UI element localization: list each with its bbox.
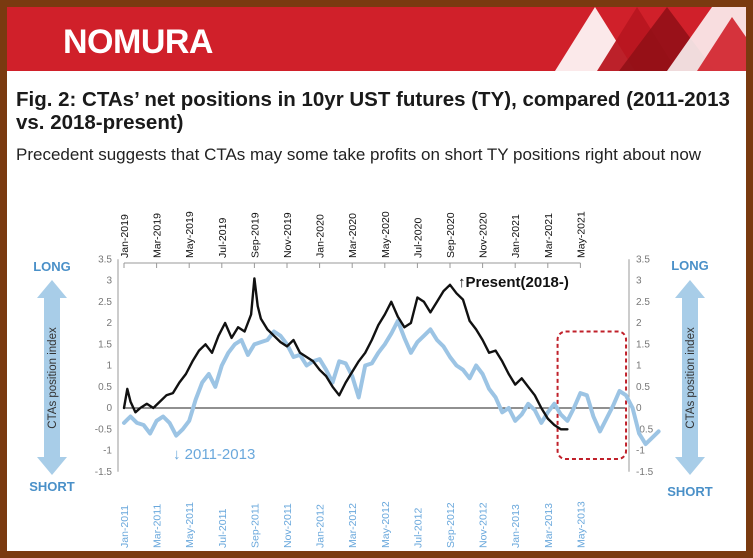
left-short-label: SHORT [29, 479, 75, 494]
bottom-x-tick-label: Jul-2011 [217, 508, 229, 548]
bottom-x-tick-label: May-2011 [184, 502, 196, 548]
header-banner: NOMURA [7, 7, 746, 71]
y-tick-label-right: 0 [636, 403, 642, 414]
bottom-x-tick-label: Mar-2012 [347, 503, 359, 548]
right-long-short-arrow [675, 280, 705, 475]
bottom-x-tick-label: May-2012 [380, 501, 392, 548]
y-tick-label-right: 2.5 [636, 297, 650, 308]
bottom-x-tick-label: Jan-2013 [510, 504, 522, 548]
bottom-x-tick-label: Jul-2012 [412, 508, 424, 548]
y-tick-label-left: 2.5 [98, 297, 112, 308]
top-x-tick-label: Mar-2019 [152, 213, 164, 258]
bottom-x-tick-label: Jan-2011 [119, 505, 131, 548]
y-tick-label-left: 0.5 [98, 382, 112, 393]
right-short-label: SHORT [667, 484, 713, 499]
top-x-tick-label: Jul-2020 [412, 218, 424, 258]
y-tick-label-left: -1 [103, 446, 112, 457]
top-x-tick-label: Jan-2020 [315, 214, 327, 258]
y-tick-label-right: -1 [636, 446, 645, 457]
top-x-tick-label: Sep-2019 [249, 212, 261, 258]
right-axis-label: CTAs position index [685, 327, 697, 429]
y-tick-label-right: -0.5 [636, 424, 654, 435]
top-x-tick-label: Mar-2020 [347, 213, 359, 258]
y-tick-label-left: 1.5 [98, 339, 112, 350]
y-tick-label-right: 1.5 [636, 339, 650, 350]
bottom-x-tick-label: May-2013 [575, 501, 587, 548]
top-x-tick-label: Jan-2019 [119, 214, 131, 258]
top-x-tick-label: May-2021 [575, 211, 587, 258]
nomura-logo: NOMURA [63, 23, 213, 61]
top-x-tick-label: Nov-2020 [478, 212, 490, 258]
top-x-tick-label: Sep-2020 [445, 212, 457, 258]
y-tick-label-right: 3 [636, 276, 642, 287]
y-tick-label-left: 3.5 [98, 254, 112, 265]
present-series-label: ↑Present(2018-) [458, 274, 569, 291]
y-tick-label-left: -0.5 [95, 424, 113, 435]
y-tick-label-left: 1 [106, 361, 112, 372]
y-tick-label-left: 2 [106, 318, 112, 329]
y-tick-label-right: 1 [636, 361, 642, 372]
bottom-x-tick-label: Sep-2012 [445, 502, 457, 548]
y-tick-label-left: -1.5 [95, 467, 113, 478]
bottom-x-tick-label: Mar-2013 [543, 503, 555, 548]
figure-subtitle: Precedent suggests that CTAs may some ta… [16, 145, 702, 164]
y-tick-label-right: 3.5 [636, 254, 650, 265]
bottom-x-tick-label: Nov-2012 [478, 502, 490, 548]
figure-title: Fig. 2: CTAs’ net positions in 10yr UST … [16, 88, 730, 134]
top-x-tick-label: Jul-2019 [217, 218, 229, 258]
left-long-short-arrow [37, 280, 67, 475]
y-tick-label-right: 2 [636, 318, 642, 329]
series-line-present [122, 277, 569, 431]
right-long-label: LONG [671, 258, 709, 273]
top-x-tick-label: May-2019 [184, 211, 196, 258]
y-tick-label-left: 0 [106, 403, 112, 414]
series-line-2011-2013 [122, 318, 661, 447]
top-x-tick-label: May-2020 [380, 211, 392, 258]
left-axis-label: CTAs position index [47, 327, 59, 429]
bottom-x-tick-label: Sep-2011 [249, 503, 261, 548]
bottom-x-tick-label: Nov-2011 [282, 503, 294, 548]
old-series-label: ↓ 2011-2013 [173, 446, 255, 463]
y-tick-label-right: -1.5 [636, 467, 654, 478]
left-long-label: LONG [33, 259, 71, 274]
top-x-tick-label: Jan-2021 [510, 214, 522, 258]
banner-graphic [555, 7, 746, 71]
bottom-x-tick-label: Mar-2011 [152, 504, 164, 548]
y-tick-label-left: 3 [106, 276, 112, 287]
bottom-x-tick-label: Jan-2012 [315, 504, 327, 548]
top-x-tick-label: Nov-2019 [282, 212, 294, 258]
top-x-tick-label: Mar-2021 [543, 213, 555, 258]
y-tick-label-right: 0.5 [636, 382, 650, 393]
